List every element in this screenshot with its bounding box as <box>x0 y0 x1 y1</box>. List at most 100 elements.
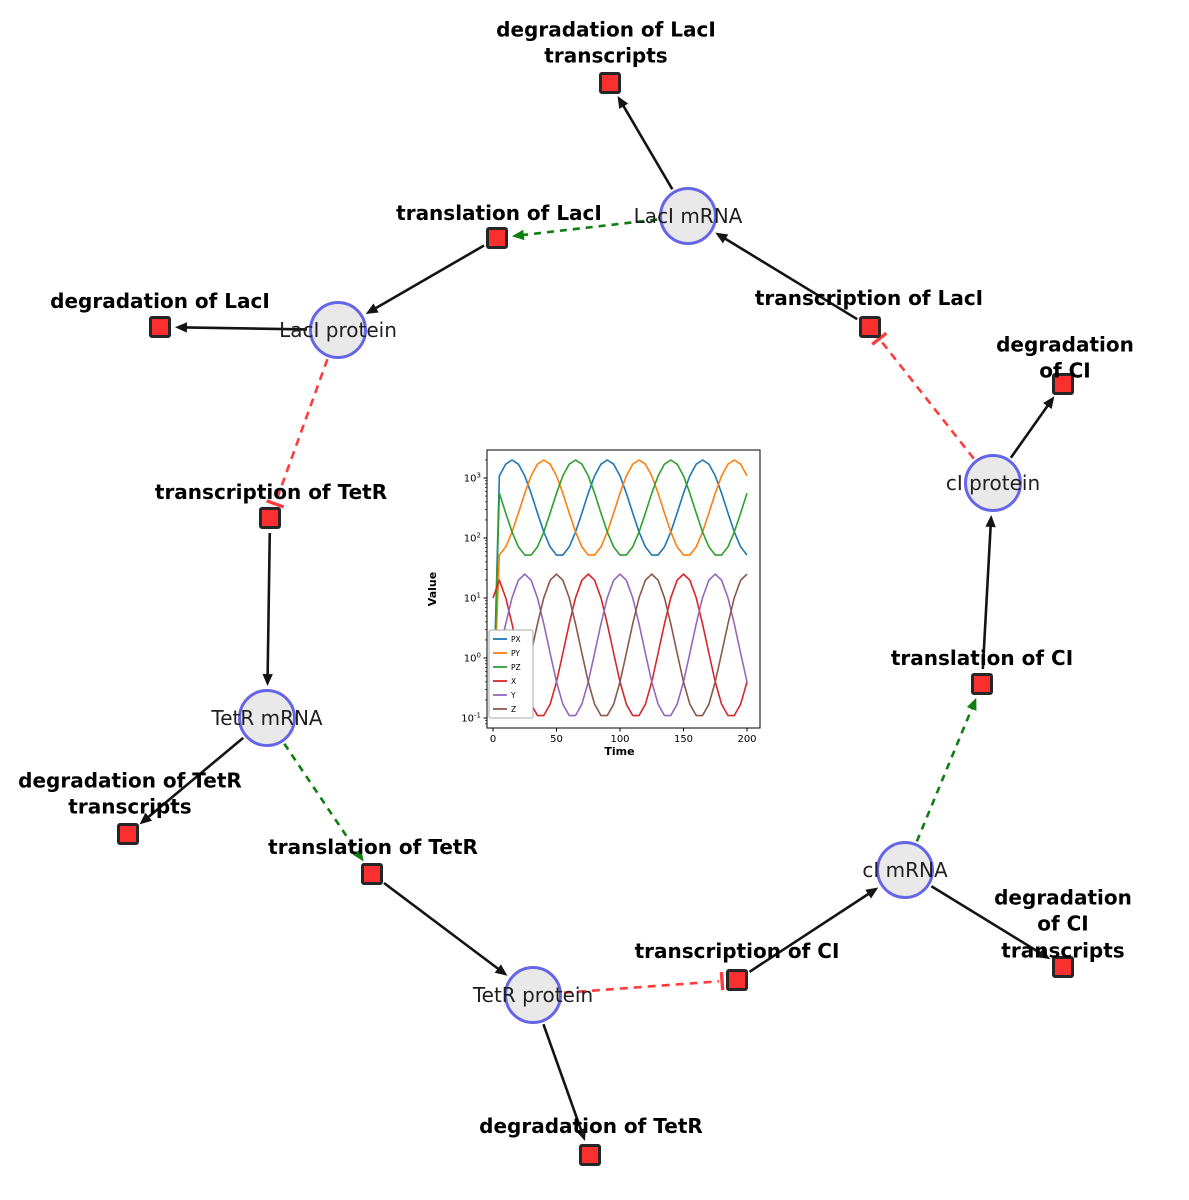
legend-label-X: X <box>511 677 516 686</box>
chart-y-tick-label: 102 <box>464 532 481 545</box>
edge-cI_mRNA-to-tl_cI-arrowhead <box>966 697 977 711</box>
species-node-cI_protein <box>964 454 1022 512</box>
edge-tetR_protein-to-tc_cI <box>563 980 720 995</box>
reaction-node-tc_tetR <box>259 507 281 529</box>
edge-lacI_mRNA-to-deg_lacI_tx-arrowhead <box>617 95 629 109</box>
edge-lacI_protein-to-deg_lacI-arrowhead <box>174 322 188 333</box>
chart-y-tick-label: 100 <box>464 652 481 665</box>
chart-series-Y <box>492 573 748 719</box>
edge-cI_protein-to-tc_lacI <box>880 340 975 460</box>
chart-y-tick-label: 10-1 <box>461 712 481 725</box>
edge-tetR_protein-to-deg_tetR-arrowhead <box>576 1127 586 1141</box>
edge-tc_lacI-to-lacI_mRNA-arrowhead <box>715 232 729 244</box>
chart-series-Z <box>492 573 748 719</box>
edge-cI_mRNA-to-tl_cI <box>915 706 974 842</box>
legend-label-Z: Z <box>511 705 516 714</box>
chart-y-tick-label: 101 <box>464 592 481 605</box>
edge-tc_cI-to-cI_mRNA-arrowhead <box>865 887 879 899</box>
edge-lacI_mRNA-to-deg_lacI_tx <box>621 103 674 190</box>
edge-tc_lacI-to-lacI_mRNA <box>723 236 858 321</box>
edge-tetR_protein-to-tc_cI-inhibit-bar <box>719 971 725 991</box>
reaction-label-tl_cI: translation of CI <box>890 645 1074 670</box>
reaction-node-deg_cI <box>1052 373 1074 395</box>
reaction-label-tl_lacI: translation of LacI <box>396 200 602 225</box>
chart-series-PY <box>492 459 748 719</box>
reaction-node-tl_tetR <box>361 863 383 885</box>
reaction-label-tc_tetR: transcription of TetR <box>154 479 388 504</box>
edge-tc_tetR-to-tetR_mRNA-arrowhead <box>262 673 273 687</box>
chart-ylabel: Value <box>426 572 439 606</box>
reaction-node-deg_lacI_tx <box>599 72 621 94</box>
edge-tl_tetR-to-tetR_protein <box>383 881 501 971</box>
edge-tl_lacI-to-lacI_protein <box>373 244 485 311</box>
edge-tetR_mRNA-to-deg_tetR_tx-arrowhead <box>139 812 153 825</box>
reaction-node-tc_cI <box>726 969 748 991</box>
species-label-tetR_mRNA: TetR mRNA <box>211 706 323 730</box>
species-node-lacI_mRNA <box>659 187 717 245</box>
edge-cI_mRNA-to-deg_cI_tx-arrowhead <box>1037 948 1051 960</box>
chart-xlabel: Time <box>604 745 634 758</box>
reaction-label-deg_tetR_tx: degradation of TetR transcripts <box>18 768 242 819</box>
reaction-label-tc_cI: transcription of CI <box>634 938 840 963</box>
species-label-lacI_mRNA: LacI mRNA <box>633 204 743 228</box>
chart-y-tick-label: 103 <box>464 472 481 485</box>
reaction-label-deg_lacI_tx: degradation of LacI transcripts <box>496 17 716 68</box>
chart-x-tick-label: 200 <box>737 734 756 745</box>
reaction-label-deg_lacI: degradation of LacI <box>50 288 270 313</box>
species-node-tetR_mRNA <box>238 689 296 747</box>
reaction-node-tc_lacI <box>859 316 881 338</box>
reaction-label-tl_tetR: translation of TetR <box>268 834 478 859</box>
edge-tl_tetR-to-tetR_protein-arrowhead <box>494 964 508 976</box>
edge-tl_cI-to-cI_protein-arrowhead <box>985 514 996 528</box>
inset-chart: 0 50 100 150 200 10-1 100 101 102 103 Time Value PX P… <box>426 449 761 758</box>
edge-cI_mRNA-to-deg_cI_tx <box>930 885 1043 956</box>
edge-tetR_protein-to-deg_tetR <box>542 1023 583 1132</box>
species-label-tetR_protein: TetR protein <box>472 983 594 1007</box>
legend-label-PY: PY <box>511 649 520 658</box>
reaction-label-deg_cI: degradation of CI <box>996 332 1134 383</box>
edge-lacI_mRNA-to-tl_lacI <box>521 218 658 237</box>
edge-tetR_mRNA-to-tl_tetR <box>283 742 360 854</box>
chart-x-tick-label: 0 <box>490 734 496 745</box>
legend-label-PZ: PZ <box>511 663 521 672</box>
reaction-node-deg_tetR_tx <box>117 823 139 845</box>
reaction-label-tc_lacI: transcription of LacI <box>754 285 984 310</box>
edge-lacI_protein-to-tc_tetR-inhibit-bar <box>266 499 285 509</box>
chart-series-PZ <box>492 459 748 719</box>
edge-tc_tetR-to-tetR_mRNA <box>266 532 272 677</box>
reaction-node-tl_lacI <box>486 227 508 249</box>
chart-x-tick-label: 150 <box>674 734 693 745</box>
reaction-node-tl_cI <box>971 673 993 695</box>
edge-tl_cI-to-cI_protein <box>981 524 993 670</box>
chart-legend-box <box>488 629 534 719</box>
reaction-node-deg_tetR <box>579 1144 601 1166</box>
species-node-lacI_protein <box>309 301 367 359</box>
edge-lacI_protein-to-deg_lacI <box>184 326 308 331</box>
edge-lacI_mRNA-to-tl_lacI-arrowhead <box>511 229 525 241</box>
chart-x-tick-label: 50 <box>550 734 563 745</box>
species-label-cI_mRNA: cI mRNA <box>862 858 948 882</box>
reaction-label-deg_tetR: degradation of TetR <box>479 1113 703 1138</box>
species-node-cI_mRNA <box>876 841 934 899</box>
legend-label-PX: PX <box>511 635 521 644</box>
species-label-cI_protein: cI protein <box>945 471 1041 495</box>
chart-axes-frame <box>486 449 761 729</box>
edge-cI_protein-to-deg_cI-arrowhead <box>1043 396 1055 410</box>
edge-cI_protein-to-deg_cI <box>1009 403 1050 459</box>
edge-tetR_mRNA-to-deg_tetR_tx <box>146 736 245 819</box>
edge-lacI_protein-to-tc_tetR <box>274 358 329 502</box>
legend-label-Y: Y <box>510 691 516 700</box>
edge-cI_protein-to-tc_lacI-inhibit-bar <box>871 331 888 346</box>
species-node-tetR_protein <box>504 966 562 1024</box>
reaction-node-deg_cI_tx <box>1052 956 1074 978</box>
edge-tc_cI-to-cI_mRNA <box>748 891 871 973</box>
edge-tetR_mRNA-to-tl_tetR-arrowhead <box>352 848 364 862</box>
chart-x-tick-label: 100 <box>610 734 629 745</box>
edge-tl_lacI-to-lacI_protein-arrowhead <box>365 303 379 314</box>
chart-series-PX <box>492 459 748 719</box>
reaction-label-deg_cI_tx: degradation of CI transcripts <box>994 885 1132 963</box>
species-label-lacI_protein: LacI protein <box>279 318 397 342</box>
